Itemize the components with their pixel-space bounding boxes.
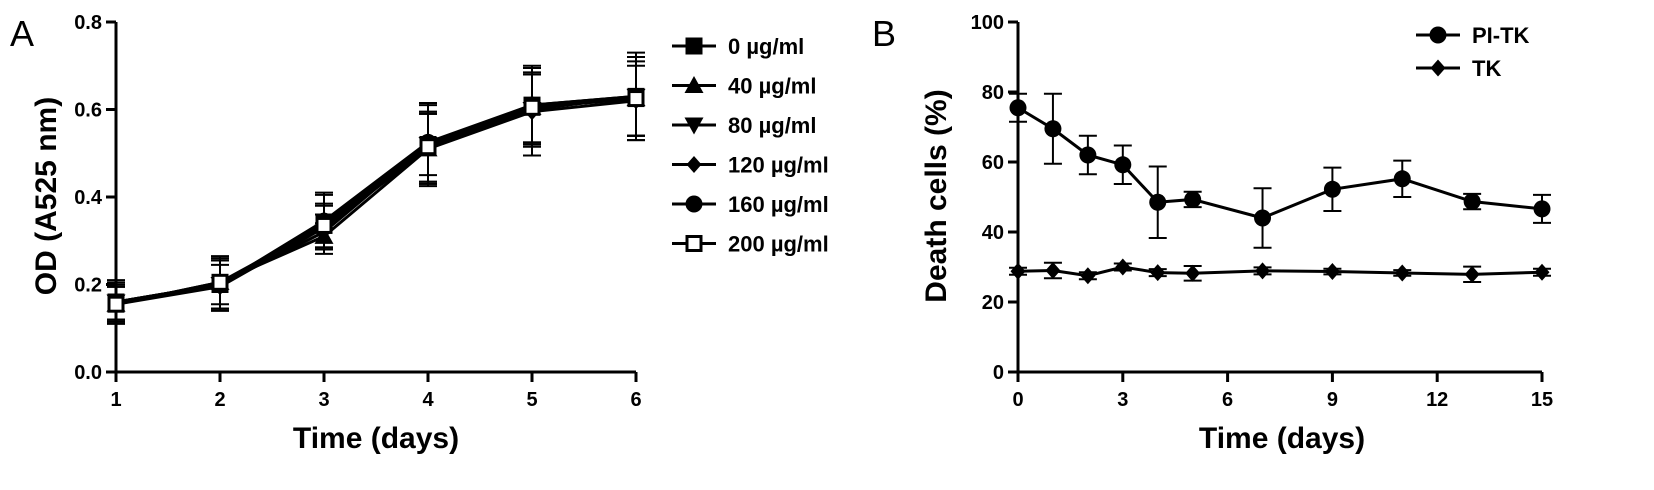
panel-b-x-tick-label: 6 xyxy=(1222,389,1233,411)
panel-a-legend-marker xyxy=(684,76,704,93)
panel-a-legend-label: 160 µg/ml xyxy=(728,192,829,217)
panel-a-data-point xyxy=(419,138,437,156)
panel-a-legend-label: 40 µg/ml xyxy=(728,74,816,99)
panel-a-legend-label: 120 µg/ml xyxy=(728,153,829,178)
panel-b-x-tick-label: 0 xyxy=(1012,389,1023,411)
panel-b-data-point xyxy=(1534,263,1550,281)
panel-b-data-point xyxy=(1009,99,1027,117)
panel-a-y-tick-label: 0.4 xyxy=(74,187,103,209)
panel-b-data-point xyxy=(1010,262,1026,280)
panel-b-data-point xyxy=(1044,120,1062,138)
panel-a-y-tick-label: 0.8 xyxy=(74,12,102,34)
panel-b-x-tick-label: 3 xyxy=(1117,389,1128,411)
panel-a-legend-marker xyxy=(686,156,702,173)
panel-a-data-point xyxy=(315,216,333,234)
panel-a-data-point xyxy=(211,273,229,291)
panel-a-series-line xyxy=(115,94,637,304)
panel-a-legend-label: 200 µg/ml xyxy=(728,232,829,257)
panel-a-x-tick-label: 4 xyxy=(422,389,434,411)
panel-b: B 0 3 6 9 12 15 0 20 40 60 80 100 Time (days) Death… xyxy=(872,12,1553,455)
panel-a-legend-item: 0 µg/ml xyxy=(672,34,804,59)
panel-b-x-tick-label: 12 xyxy=(1426,389,1448,411)
panel-b-series-0 xyxy=(1009,92,1551,249)
panel-a-legend-item: 40 µg/ml xyxy=(672,74,816,99)
panel-b-data-point xyxy=(1464,265,1480,283)
panel-a-y-tick-label: 0.6 xyxy=(74,100,102,122)
panel-a-series-line xyxy=(115,99,637,306)
panel-a-legend-marker xyxy=(684,117,704,135)
panel-a-series-5 xyxy=(107,60,645,323)
panel-a-legend-item: 80 µg/ml xyxy=(672,113,816,138)
panel-b-legend-label: TK xyxy=(1472,56,1501,81)
panel-b-y-tick-label: 60 xyxy=(982,152,1004,174)
panel-a-data-point xyxy=(107,295,125,313)
panel-b-y-tick-label: 40 xyxy=(982,222,1004,244)
panel-a-legend-marker xyxy=(685,235,703,252)
panel-b-data-point xyxy=(1254,209,1272,227)
panel-a-series-line xyxy=(115,94,637,304)
panel-b-data-point xyxy=(1045,262,1061,279)
panel-a-x-tick-label: 3 xyxy=(318,389,329,411)
panel-a-series-line xyxy=(115,94,637,304)
panel-a-legend-label: 0 µg/ml xyxy=(728,34,804,59)
panel-b-data-point xyxy=(1184,190,1202,208)
panel-a-y-tick-label: 0.0 xyxy=(74,362,102,384)
panel-b-y-tick-label: 80 xyxy=(982,82,1004,104)
panel-b-data-point xyxy=(1080,267,1096,285)
panel-b-y-tick-label: 100 xyxy=(971,12,1004,34)
panel-a: A 1 2 3 4 5 6 0.0 0.2 0.4 0.6 0.8 Time (days) OD (… xyxy=(10,12,829,455)
panel-b-data-point xyxy=(1149,193,1167,211)
panel-a-data-point xyxy=(523,98,541,116)
panel-a-legend-item: 160 µg/ml xyxy=(672,192,829,217)
panel-b-y-axis-title: Death cells (%) xyxy=(920,89,953,302)
panel-b-legend-item: PI-TK xyxy=(1416,23,1530,48)
panel-b-data-point xyxy=(1255,262,1271,280)
panel-a-x-axis-title: Time (days) xyxy=(293,422,459,455)
panel-b-legend-marker xyxy=(1429,26,1447,44)
panel-b-data-point xyxy=(1394,264,1410,282)
panel-b-x-tick-label: 15 xyxy=(1531,389,1553,411)
panel-a-x-tick-label: 6 xyxy=(630,389,641,411)
panel-a-x-tick-label: 2 xyxy=(214,389,225,411)
panel-a-series-line xyxy=(115,97,637,306)
panel-b-data-point xyxy=(1115,258,1131,276)
panel-b-x-axis-title: Time (days) xyxy=(1199,422,1365,455)
panel-a-y-axis-title: OD (A525 nm) xyxy=(30,97,63,295)
panel-b-data-point xyxy=(1533,200,1551,218)
panel-a-x-tick-label: 5 xyxy=(526,389,537,411)
panel-b-x-tick-label: 9 xyxy=(1327,389,1338,411)
panel-a-x-tick-label: 1 xyxy=(110,389,121,411)
panel-a-legend-item: 200 µg/ml xyxy=(672,232,829,257)
panel-b-y-tick-label: 20 xyxy=(982,292,1004,314)
panel-b-y-tick-label: 0 xyxy=(993,362,1004,384)
panel-a-series-line xyxy=(115,97,637,306)
panel-b-data-point xyxy=(1393,170,1411,188)
panel-b-data-point xyxy=(1150,264,1166,282)
panel-a-y-tick-label: 0.2 xyxy=(74,275,102,297)
panel-b-letter: B xyxy=(872,13,896,54)
panel-a-legend-marker xyxy=(685,37,703,55)
panel-b-legend-label: PI-TK xyxy=(1472,23,1530,48)
panel-b-series-line xyxy=(1017,106,1543,220)
panel-b-data-point xyxy=(1185,264,1201,282)
panel-a-data-point xyxy=(627,90,645,108)
panel-b-data-point xyxy=(1323,180,1341,198)
panel-b-data-point xyxy=(1324,263,1340,281)
panel-a-legend-marker xyxy=(685,195,703,213)
panel-b-data-point xyxy=(1079,146,1097,164)
panel-b-series-1 xyxy=(1009,258,1551,285)
panel-a-legend-item: 120 µg/ml xyxy=(672,153,829,178)
panel-a-legend-label: 80 µg/ml xyxy=(728,113,816,138)
panel-b-legend-item: TK xyxy=(1416,56,1501,81)
panel-b-data-point xyxy=(1114,156,1132,174)
panel-b-data-point xyxy=(1463,193,1481,211)
panel-b-legend-marker xyxy=(1430,59,1446,77)
panel-a-letter: A xyxy=(10,13,34,54)
